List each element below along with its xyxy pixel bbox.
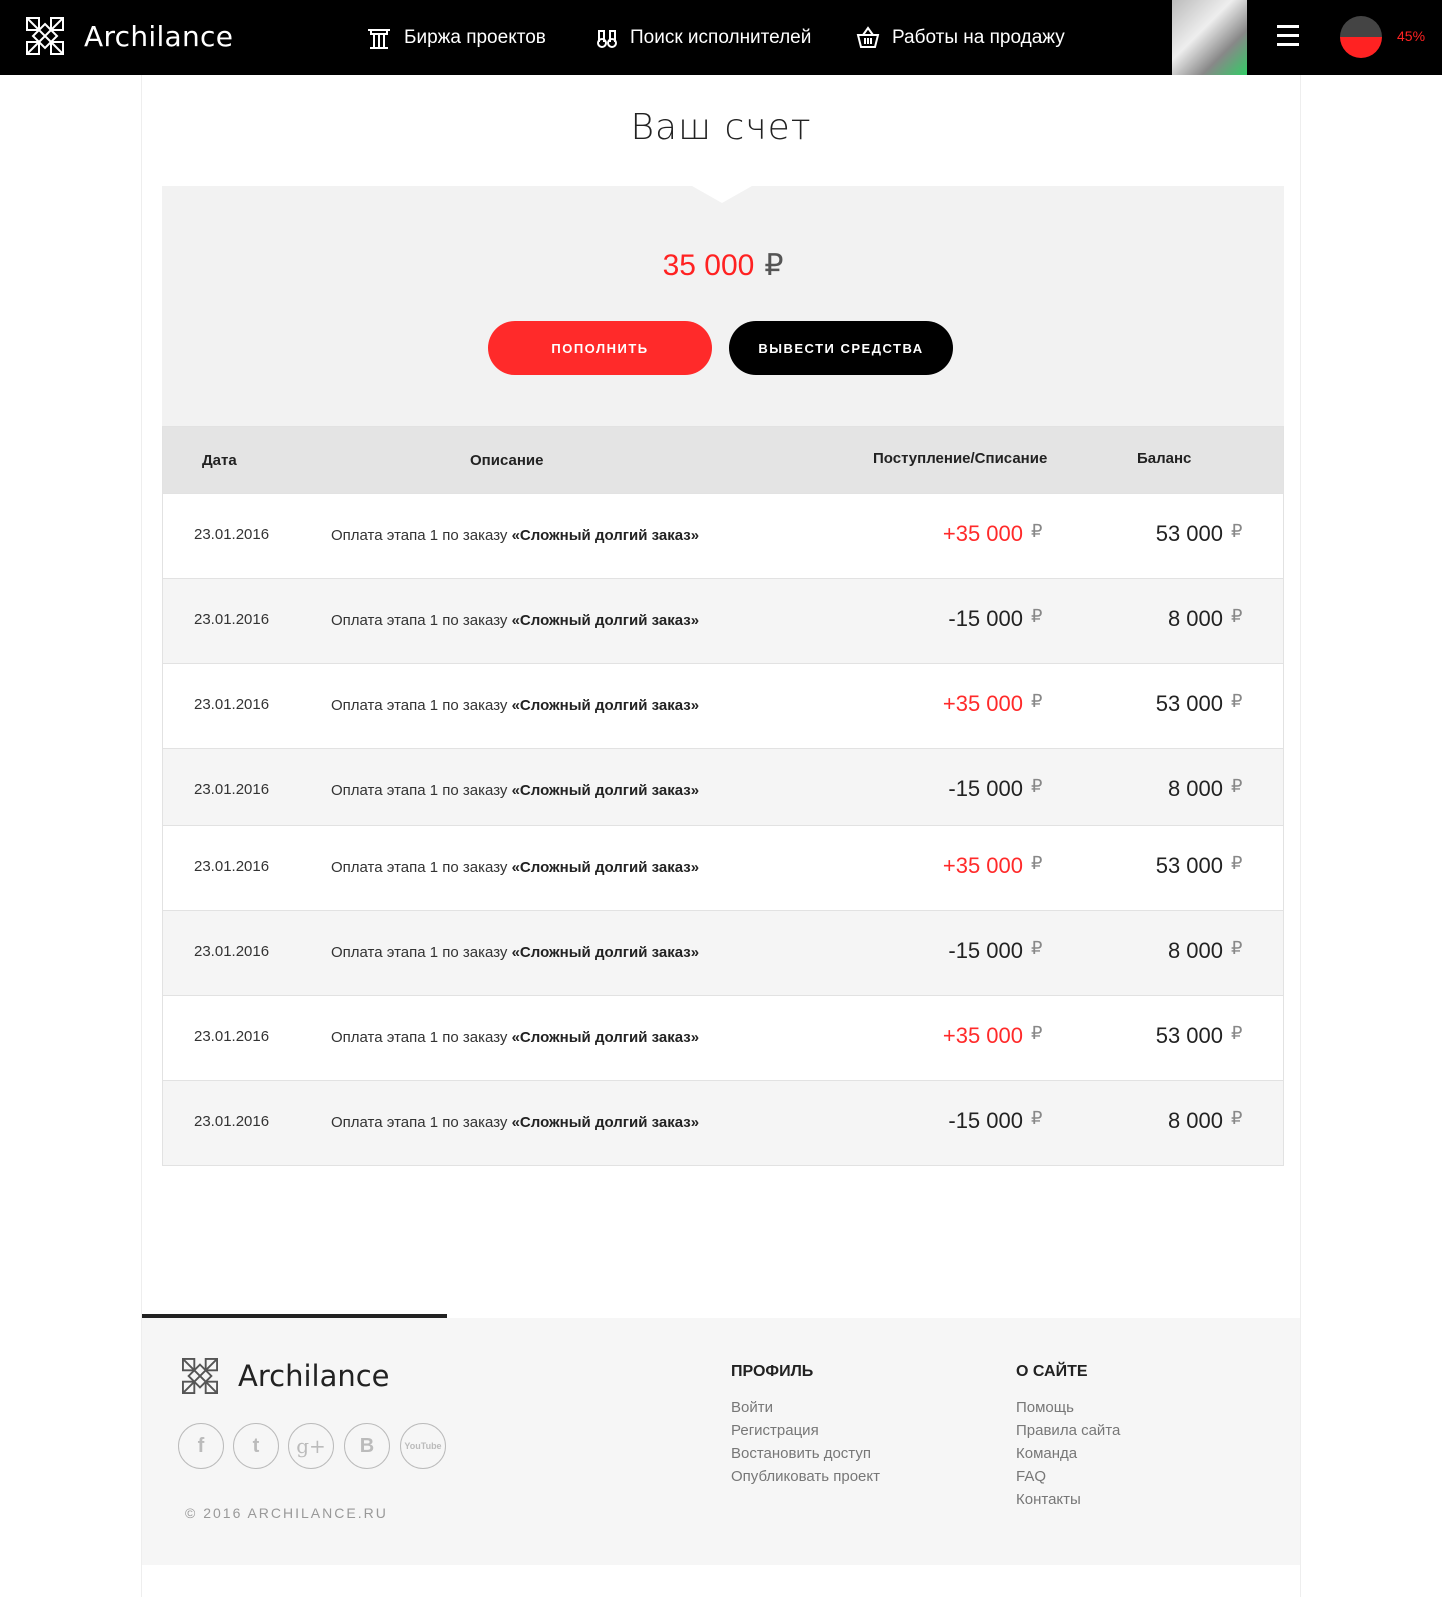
row-description: Оплата этапа 1 по заказу «Сложный долгий…: [331, 944, 700, 961]
profile-progress-text: 45%: [1397, 28, 1426, 44]
footer-logo[interactable]: Archilance: [182, 1358, 390, 1394]
balance-panel: 35 000 ₽ ПОПОЛНИТЬ ВЫВЕСТИ СРЕДСТВА: [162, 186, 1284, 426]
row-change: +35 000 ₽: [942, 691, 1043, 716]
row-change: -15 000 ₽: [948, 606, 1043, 631]
logo-icon: [26, 17, 64, 55]
table-row: 23.01.2016 Оплата этапа 1 по заказу «Сло…: [163, 578, 1283, 663]
row-change: +35 000 ₽: [942, 521, 1043, 546]
table-row: 23.01.2016 Оплата этапа 1 по заказу «Сло…: [163, 748, 1283, 825]
footer-link[interactable]: Контакты: [1016, 1491, 1081, 1508]
footer-link[interactable]: Помощь: [1016, 1399, 1074, 1416]
youtube-icon[interactable]: YouTube: [400, 1423, 446, 1469]
binoculars-icon: [597, 30, 617, 48]
footer-link[interactable]: Команда: [1016, 1445, 1078, 1462]
order-link[interactable]: «Сложный долгий заказ»: [511, 1029, 700, 1046]
top-bar: Archilance Биржа проектов Поиск исполнит…: [0, 0, 1442, 75]
row-date: 23.01.2016: [194, 611, 270, 628]
footer-link[interactable]: Опубликовать проект: [731, 1468, 880, 1485]
row-balance: 8 000 ₽: [1167, 938, 1243, 963]
row-date: 23.01.2016: [194, 1028, 270, 1045]
profile-progress-icon[interactable]: [1340, 16, 1382, 58]
order-link[interactable]: «Сложный долгий заказ»: [511, 859, 700, 876]
withdraw-button[interactable]: ВЫВЕСТИ СРЕДСТВА: [729, 321, 953, 375]
row-date: 23.01.2016: [194, 943, 270, 960]
row-balance: 8 000 ₽: [1167, 606, 1243, 631]
order-link[interactable]: «Сложный долгий заказ»: [511, 697, 700, 714]
row-balance: 53 000 ₽: [1155, 521, 1243, 546]
vk-icon[interactable]: B: [344, 1423, 390, 1469]
brand-logo[interactable]: Archilance: [26, 17, 233, 55]
row-change: -15 000 ₽: [948, 776, 1043, 801]
row-description: Оплата этапа 1 по заказу «Сложный долгий…: [331, 1114, 700, 1131]
nav-projects[interactable]: Биржа проектов: [366, 26, 546, 50]
footer-link[interactable]: Правила сайта: [1016, 1422, 1121, 1439]
row-date: 23.01.2016: [194, 781, 270, 798]
menu-icon[interactable]: [1277, 25, 1299, 52]
avatar[interactable]: [1172, 0, 1247, 75]
row-description: Оплата этапа 1 по заказу «Сложный долгий…: [331, 612, 700, 629]
order-link[interactable]: «Сложный долгий заказ»: [511, 1114, 700, 1131]
table-row: 23.01.2016 Оплата этапа 1 по заказу «Сло…: [163, 663, 1283, 748]
row-description: Оплата этапа 1 по заказу «Сложный долгий…: [331, 527, 700, 544]
row-balance: 53 000 ₽: [1155, 1023, 1243, 1048]
facebook-icon[interactable]: f: [178, 1423, 224, 1469]
column-icon: [368, 29, 390, 49]
balance-amount: 35 000 ₽: [662, 249, 784, 282]
table-row: 23.01.2016 Оплата этапа 1 по заказу «Сло…: [163, 825, 1283, 910]
logo-icon: [182, 1358, 218, 1394]
table-header: Дата Описание Поступление/Списание Балан…: [163, 427, 1283, 493]
table-row: 23.01.2016 Оплата этапа 1 по заказу «Сло…: [163, 995, 1283, 1080]
footer: Archilance f t g+ B YouTube © 2016 ARCHI…: [142, 1314, 1300, 1565]
row-date: 23.01.2016: [194, 696, 270, 713]
row-balance: 53 000 ₽: [1155, 853, 1243, 878]
table-row: 23.01.2016 Оплата этапа 1 по заказу «Сло…: [163, 910, 1283, 995]
footer-link[interactable]: Регистрация: [731, 1422, 819, 1439]
footer-link[interactable]: Востановить доступ: [731, 1445, 871, 1462]
table-row: 23.01.2016 Оплата этапа 1 по заказу «Сло…: [163, 1080, 1283, 1165]
order-link[interactable]: «Сложный долгий заказ»: [511, 612, 700, 629]
row-balance: 8 000 ₽: [1167, 776, 1243, 801]
footer-profile: ПРОФИЛЬ Войти Регистрация Востановить до…: [731, 1363, 880, 1485]
page: Ваш счет 35 000 ₽ ПОПОЛНИТЬ ВЫВЕСТИ СРЕДС…: [141, 75, 1301, 1597]
row-date: 23.01.2016: [194, 1113, 270, 1130]
footer-about: О САЙТЕ Помощь Правила сайта Команда FAQ…: [1016, 1363, 1121, 1508]
nav-works-for-sale[interactable]: Работы на продажу: [856, 26, 1065, 50]
row-change: -15 000 ₽: [948, 1108, 1043, 1133]
transactions-table: Дата Описание Поступление/Списание Балан…: [162, 426, 1284, 1166]
table-row: 23.01.2016 Оплата этапа 1 по заказу «Сло…: [163, 493, 1283, 578]
row-date: 23.01.2016: [194, 526, 270, 543]
twitter-icon[interactable]: t: [233, 1423, 279, 1469]
copyright: © 2016 ARCHILANCE.RU: [185, 1505, 388, 1521]
row-balance: 53 000 ₽: [1155, 691, 1243, 716]
google-plus-icon[interactable]: g+: [288, 1423, 334, 1469]
order-link[interactable]: «Сложный долгий заказ»: [511, 527, 700, 544]
footer-link[interactable]: Войти: [731, 1399, 773, 1416]
row-date: 23.01.2016: [194, 858, 270, 875]
row-change: +35 000 ₽: [942, 853, 1043, 878]
row-change: +35 000 ₽: [942, 1023, 1043, 1048]
row-description: Оплата этапа 1 по заказу «Сложный долгий…: [331, 859, 700, 876]
page-title: Ваш счет: [630, 107, 812, 148]
nav-freelancers[interactable]: Поиск исполнителей: [596, 26, 811, 50]
row-balance: 8 000 ₽: [1167, 1108, 1243, 1133]
order-link[interactable]: «Сложный долгий заказ»: [511, 944, 700, 961]
basket-icon: [856, 26, 880, 48]
row-description: Оплата этапа 1 по заказу «Сложный долгий…: [331, 782, 700, 799]
order-link[interactable]: «Сложный долгий заказ»: [511, 782, 700, 799]
footer-link[interactable]: FAQ: [1016, 1468, 1047, 1485]
row-description: Оплата этапа 1 по заказу «Сложный долгий…: [331, 697, 700, 714]
topup-button[interactable]: ПОПОЛНИТЬ: [488, 321, 712, 375]
row-change: -15 000 ₽: [948, 938, 1043, 963]
row-description: Оплата этапа 1 по заказу «Сложный долгий…: [331, 1029, 700, 1046]
